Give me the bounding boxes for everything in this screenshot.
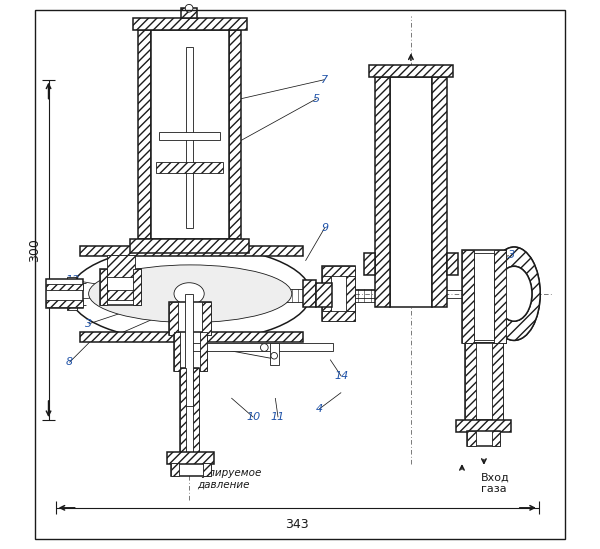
Text: Регулируемое
давление: Регулируемое давление: [184, 468, 262, 490]
Bar: [107, 277, 135, 291]
Text: 2: 2: [74, 294, 81, 304]
Polygon shape: [80, 332, 303, 341]
Bar: [185, 294, 193, 406]
Text: 13: 13: [502, 250, 516, 260]
Bar: [138, 30, 151, 239]
Bar: [169, 302, 211, 335]
Bar: [322, 311, 355, 321]
Ellipse shape: [496, 266, 532, 321]
Bar: [156, 162, 223, 173]
Text: 300: 300: [28, 238, 41, 262]
Text: 8: 8: [66, 357, 73, 367]
Bar: [133, 18, 247, 30]
Bar: [181, 368, 199, 453]
Bar: [46, 300, 83, 307]
Bar: [374, 77, 390, 307]
Bar: [46, 279, 83, 308]
Bar: [322, 266, 355, 321]
Circle shape: [260, 344, 268, 351]
Bar: [462, 250, 506, 343]
Text: Вход
газа: Вход газа: [481, 472, 510, 494]
Bar: [46, 284, 83, 290]
Circle shape: [271, 352, 277, 359]
Text: 9: 9: [321, 223, 328, 233]
Circle shape: [185, 4, 193, 12]
Bar: [203, 463, 211, 476]
Bar: [151, 30, 229, 239]
Bar: [447, 253, 458, 274]
Text: 5: 5: [313, 94, 320, 104]
Ellipse shape: [488, 247, 540, 340]
Bar: [316, 283, 332, 307]
Ellipse shape: [488, 247, 540, 340]
Bar: [457, 420, 511, 432]
Bar: [369, 65, 452, 77]
Bar: [465, 343, 476, 420]
Ellipse shape: [89, 265, 292, 322]
Bar: [303, 280, 316, 307]
Bar: [467, 431, 476, 446]
Bar: [492, 343, 503, 420]
Ellipse shape: [174, 283, 204, 305]
Bar: [181, 8, 197, 18]
Text: 4: 4: [316, 404, 323, 414]
Text: 12: 12: [65, 275, 79, 285]
Text: Выход
газа: Выход газа: [398, 64, 419, 102]
Bar: [133, 269, 141, 305]
Text: 6: 6: [502, 308, 509, 318]
Bar: [67, 277, 77, 310]
Text: 11: 11: [271, 412, 285, 422]
Bar: [107, 255, 135, 278]
Bar: [159, 132, 220, 140]
Text: 10: 10: [246, 412, 260, 422]
Polygon shape: [80, 246, 303, 256]
Bar: [169, 302, 178, 335]
Bar: [322, 266, 355, 276]
Bar: [202, 302, 211, 335]
Text: 343: 343: [286, 518, 309, 531]
Ellipse shape: [70, 246, 311, 341]
Bar: [100, 269, 107, 305]
Text: 7: 7: [321, 75, 328, 85]
Bar: [167, 452, 214, 464]
Bar: [193, 368, 199, 453]
Polygon shape: [187, 343, 333, 351]
Bar: [462, 250, 474, 343]
Text: 3: 3: [85, 319, 92, 329]
Bar: [432, 77, 447, 307]
Bar: [364, 253, 374, 274]
Bar: [465, 343, 503, 420]
Bar: [130, 239, 250, 253]
Bar: [174, 332, 206, 371]
Bar: [200, 332, 206, 371]
Bar: [107, 290, 135, 300]
Bar: [467, 431, 500, 446]
Bar: [474, 253, 494, 340]
Bar: [174, 332, 181, 371]
Bar: [229, 30, 241, 239]
Bar: [185, 47, 193, 228]
Text: 1: 1: [107, 333, 114, 343]
Bar: [171, 463, 179, 476]
Bar: [390, 77, 432, 307]
Bar: [494, 250, 506, 343]
Bar: [100, 269, 141, 305]
Bar: [181, 368, 186, 453]
Text: 14: 14: [334, 371, 348, 381]
Bar: [491, 431, 500, 446]
Bar: [270, 343, 278, 365]
Ellipse shape: [496, 266, 532, 321]
Bar: [346, 276, 355, 311]
Bar: [171, 463, 211, 476]
Bar: [322, 276, 331, 311]
